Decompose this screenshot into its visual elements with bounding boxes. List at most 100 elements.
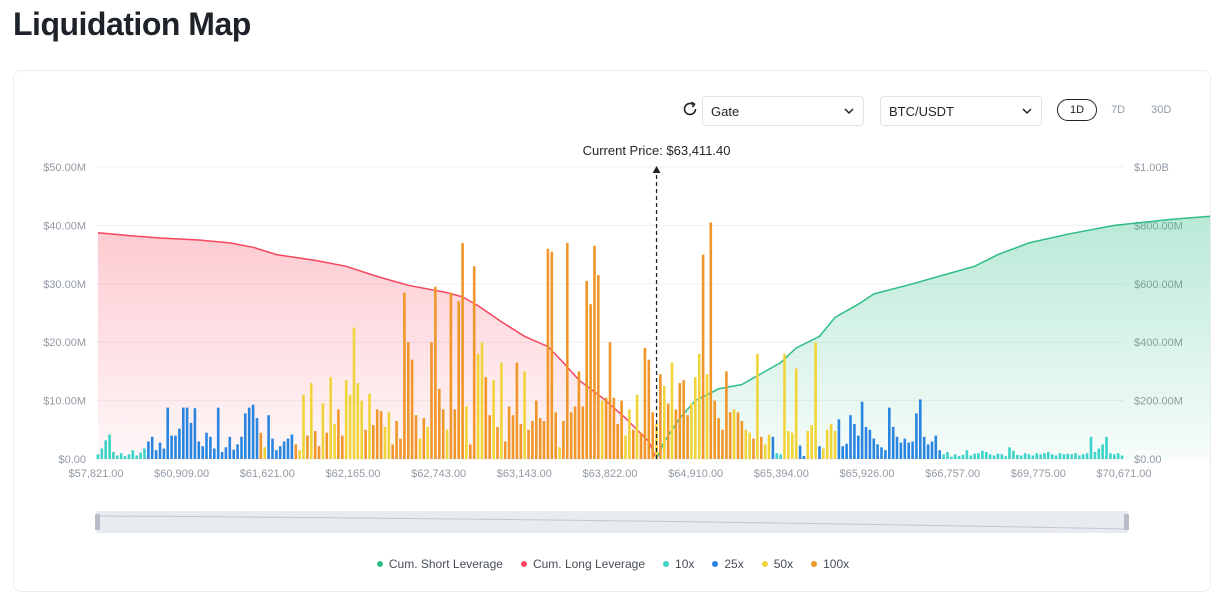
bar-10x — [100, 448, 104, 459]
bar-10x — [996, 453, 1000, 459]
bar-50x — [387, 412, 391, 459]
bar-100x — [511, 415, 515, 459]
bar-100x — [678, 383, 682, 459]
bar-10x — [942, 454, 945, 459]
bar-100x — [666, 403, 670, 459]
bar-50x — [445, 429, 449, 459]
bar-10x — [1097, 448, 1101, 459]
period-tab-1d[interactable]: 1D — [1057, 99, 1098, 121]
x-axis-tick-label: $64,910.00 — [668, 468, 723, 480]
bar-25x — [282, 441, 286, 459]
pair-select[interactable]: BTC/USDT — [880, 96, 1042, 126]
bar-10x — [973, 453, 976, 459]
bar-100x — [422, 418, 426, 459]
bar-25x — [922, 436, 926, 459]
legend-item-10x[interactable]: 10x — [663, 557, 694, 571]
bar-25x — [244, 413, 247, 459]
bar-50x — [600, 400, 604, 459]
bar-100x — [597, 275, 600, 459]
bar-50x — [744, 429, 748, 459]
exchange-select-value: Gate — [711, 103, 740, 119]
bar-100x — [682, 380, 685, 459]
bar-10x — [143, 448, 146, 459]
bar-50x — [748, 432, 751, 459]
bar-100x — [589, 304, 592, 459]
bar-25x — [220, 452, 224, 459]
bar-10x — [1000, 454, 1004, 459]
bar-25x — [907, 442, 910, 459]
bar-25x — [802, 456, 806, 459]
bar-100x — [313, 431, 317, 459]
bar-100x — [632, 429, 635, 459]
bar-25x — [888, 407, 891, 459]
refresh-icon[interactable] — [678, 97, 702, 121]
bar-25x — [166, 407, 169, 459]
bar-10x — [1070, 454, 1073, 459]
bar-50x — [810, 425, 813, 459]
x-axis-tick-label: $63,143.00 — [497, 468, 552, 480]
bar-100x — [546, 248, 550, 459]
bar-50x — [418, 438, 422, 459]
bar-100x — [472, 266, 476, 459]
legend-label: 25x — [724, 557, 744, 571]
bar-25x — [189, 422, 193, 459]
bar-25x — [771, 436, 775, 459]
bar-25x — [193, 408, 197, 459]
bar-50x — [806, 431, 810, 459]
bar-25x — [849, 415, 852, 459]
bar-10x — [119, 453, 123, 459]
period-tab-30d[interactable]: 30D — [1151, 104, 1172, 116]
bar-100x — [453, 409, 457, 459]
bar-25x — [232, 449, 235, 459]
bar-50x — [344, 380, 348, 459]
bar-25x — [895, 436, 899, 459]
bar-50x — [694, 377, 697, 459]
bar-100x — [364, 429, 367, 459]
bar-100x — [573, 406, 577, 459]
legend-item-50x[interactable]: 50x — [761, 557, 793, 571]
cum-short-area — [656, 216, 1210, 459]
bar-25x — [185, 407, 189, 459]
bar-100x — [531, 421, 534, 459]
bar-10x — [1039, 454, 1042, 459]
legend-item-25x[interactable]: 25x — [712, 557, 744, 571]
bar-100x — [674, 409, 678, 459]
bar-10x — [965, 450, 969, 459]
bar-10x — [1078, 455, 1081, 459]
bar-10x — [131, 450, 135, 459]
bar-100x — [414, 415, 418, 459]
period-tab-7d[interactable]: 7D — [1111, 104, 1126, 116]
legend-item-100x[interactable]: 100x — [811, 557, 849, 571]
bar-50x — [492, 380, 495, 459]
bar-50x — [670, 362, 674, 459]
legend-item-cum-short[interactable]: Cum. Short Leverage — [376, 557, 503, 571]
bar-10x — [1019, 455, 1023, 459]
pair-select-value: BTC/USDT — [889, 103, 954, 119]
exchange-select[interactable]: Gate — [702, 96, 864, 126]
bar-100x — [535, 400, 538, 459]
bar-10x — [950, 456, 953, 459]
bar-100x — [399, 438, 402, 459]
legend-dot — [520, 561, 527, 567]
bar-25x — [216, 407, 220, 459]
bar-50x — [763, 444, 767, 459]
bar-10x — [946, 452, 949, 459]
bar-10x — [779, 454, 782, 459]
bar-100x — [728, 412, 732, 459]
bar-10x — [1031, 455, 1035, 459]
bar-50x — [783, 353, 786, 459]
bar-10x — [1093, 452, 1097, 459]
zoom-slider-right-handle[interactable] — [1124, 514, 1129, 530]
bar-100x — [550, 251, 554, 459]
bar-100x — [438, 388, 441, 459]
x-axis-tick-label: $63,822.00 — [582, 468, 637, 480]
bar-10x — [988, 454, 992, 459]
zoom-slider-left-handle[interactable] — [95, 514, 100, 530]
legend-item-cum-long[interactable]: Cum. Long Leverage — [520, 557, 645, 571]
x-axis-tick-label: $61,621.00 — [240, 468, 295, 480]
bar-25x — [201, 446, 204, 459]
x-axis-tick-label: $60,909.00 — [154, 468, 209, 480]
bar-10x — [135, 455, 138, 459]
bar-10x — [1105, 436, 1108, 459]
bar-100x — [449, 292, 453, 459]
